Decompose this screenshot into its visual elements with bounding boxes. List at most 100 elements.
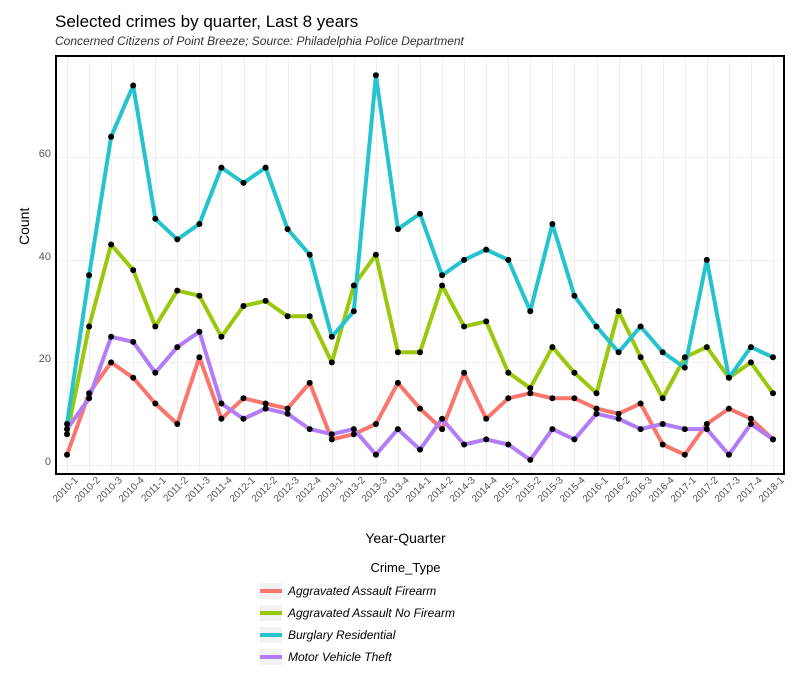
data-point (196, 329, 202, 335)
data-point (483, 436, 489, 442)
data-point (660, 442, 666, 448)
data-point (152, 370, 158, 376)
data-point (682, 354, 688, 360)
y-tick-label: 60 (21, 148, 51, 160)
data-point (461, 324, 467, 330)
plot-area (55, 55, 785, 475)
data-point (483, 247, 489, 253)
data-point (241, 180, 247, 186)
legend-label: Aggravated Assault No Firearm (288, 606, 455, 620)
data-point (770, 390, 776, 396)
data-point (682, 426, 688, 432)
data-point (373, 421, 379, 427)
data-point (527, 308, 533, 314)
data-point (174, 236, 180, 242)
data-point (638, 354, 644, 360)
data-point (351, 308, 357, 314)
data-point (152, 324, 158, 330)
data-point (571, 436, 577, 442)
data-point (241, 416, 247, 422)
data-point (660, 421, 666, 427)
legend-swatch (260, 583, 282, 599)
data-point (549, 426, 555, 432)
data-point (307, 380, 313, 386)
data-point (549, 395, 555, 401)
data-point (704, 344, 710, 350)
x-axis-label: Year-Quarter (0, 530, 811, 546)
data-point (152, 401, 158, 407)
data-point (439, 416, 445, 422)
data-point (307, 252, 313, 258)
data-point (483, 416, 489, 422)
data-point (638, 426, 644, 432)
data-point (329, 334, 335, 340)
data-point (108, 334, 114, 340)
data-point (285, 226, 291, 232)
data-point (549, 344, 555, 350)
data-point (86, 272, 92, 278)
data-point (307, 426, 313, 432)
data-point (130, 267, 136, 273)
data-point (638, 324, 644, 330)
data-point (174, 288, 180, 294)
data-point (263, 165, 269, 171)
data-point (682, 365, 688, 371)
data-point (726, 406, 732, 412)
legend-label: Burglary Residential (288, 628, 395, 642)
data-point (571, 395, 577, 401)
data-point (64, 426, 70, 432)
series-line (67, 75, 773, 424)
data-point (329, 431, 335, 437)
data-point (748, 344, 754, 350)
data-point (616, 308, 622, 314)
data-point (439, 272, 445, 278)
data-point (130, 83, 136, 89)
data-point (263, 406, 269, 412)
data-point (241, 395, 247, 401)
chart-container: Selected crimes by quarter, Last 8 years… (0, 0, 811, 682)
legend-item: Motor Vehicle Theft (260, 646, 455, 668)
data-point (505, 370, 511, 376)
data-point (770, 354, 776, 360)
data-point (417, 447, 423, 453)
data-point (461, 257, 467, 263)
chart-title: Selected crimes by quarter, Last 8 years (55, 12, 358, 32)
data-point (770, 436, 776, 442)
data-point (616, 416, 622, 422)
data-point (152, 216, 158, 222)
data-point (196, 354, 202, 360)
data-point (726, 375, 732, 381)
y-tick-label: 20 (21, 353, 51, 365)
data-point (748, 421, 754, 427)
data-point (594, 390, 600, 396)
data-point (660, 349, 666, 355)
data-point (196, 293, 202, 299)
legend-item: Burglary Residential (260, 624, 455, 646)
data-point (373, 452, 379, 458)
data-point (108, 359, 114, 365)
data-point (748, 359, 754, 365)
data-point (196, 221, 202, 227)
legend: Aggravated Assault FirearmAggravated Ass… (260, 580, 455, 668)
data-point (704, 257, 710, 263)
data-point (417, 406, 423, 412)
data-point (527, 385, 533, 391)
data-point (417, 211, 423, 217)
data-point (285, 411, 291, 417)
data-point (263, 298, 269, 304)
legend-title: Crime_Type (0, 560, 811, 575)
data-point (483, 318, 489, 324)
data-point (218, 401, 224, 407)
data-point (307, 313, 313, 319)
legend-swatch (260, 649, 282, 665)
data-point (461, 442, 467, 448)
data-point (285, 313, 291, 319)
data-point (329, 436, 335, 442)
legend-item: Aggravated Assault No Firearm (260, 602, 455, 624)
data-point (571, 293, 577, 299)
data-point (616, 349, 622, 355)
data-point (505, 442, 511, 448)
chart-subtitle: Concerned Citizens of Point Breeze; Sour… (55, 34, 464, 48)
y-axis-label: Count (16, 208, 32, 245)
data-point (108, 134, 114, 140)
